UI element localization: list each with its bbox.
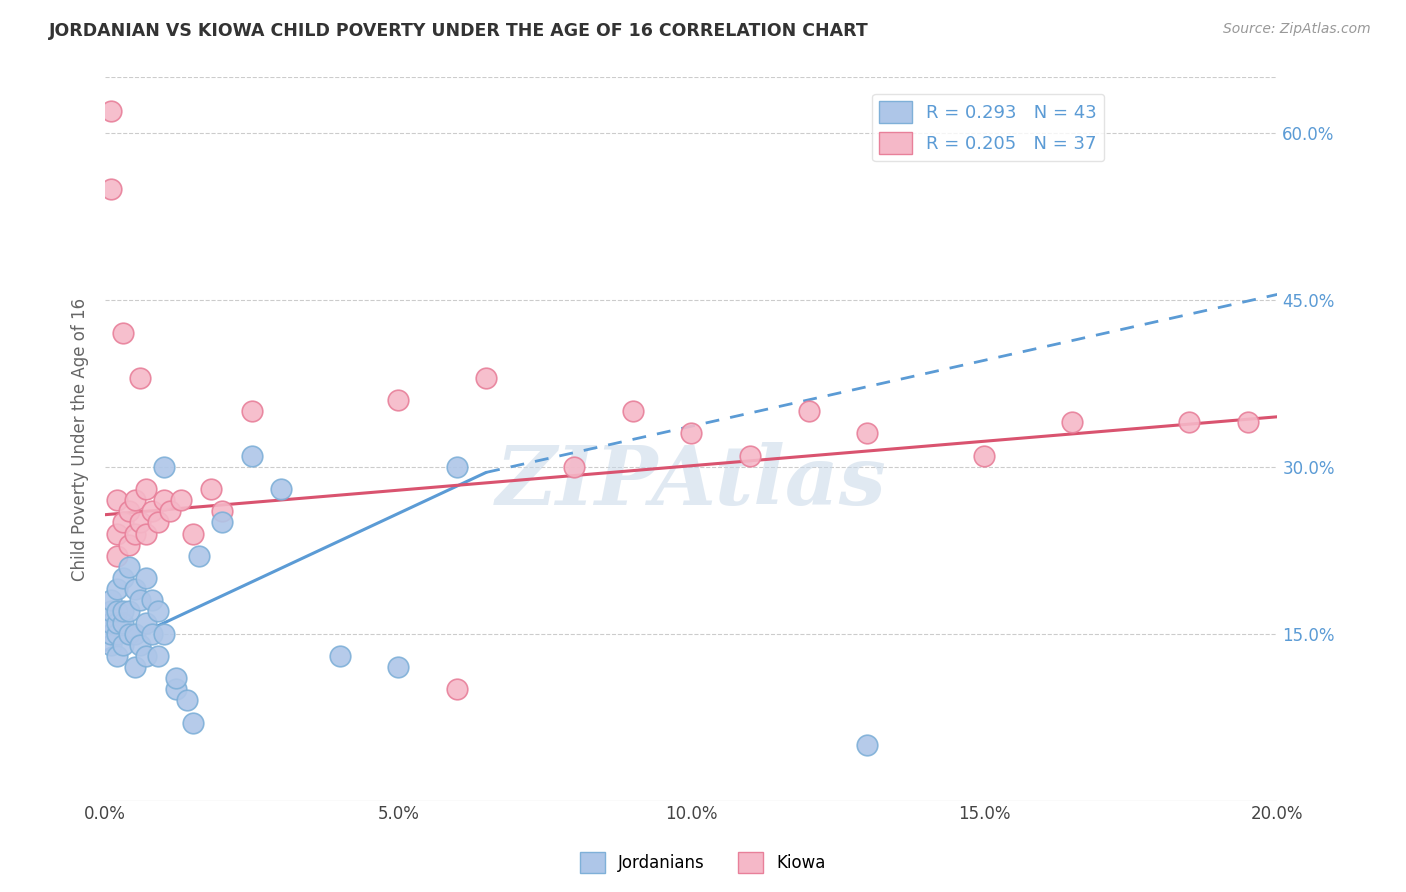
Point: [111, 516, 134, 530]
Point: [118, 560, 141, 574]
Point: [681, 426, 703, 441]
Point: [973, 449, 995, 463]
Point: [211, 504, 233, 518]
Legend: Jordanians, Kiowa: Jordanians, Kiowa: [574, 846, 832, 880]
Point: [146, 605, 169, 619]
Point: [129, 638, 152, 652]
Point: [118, 626, 141, 640]
Point: [100, 605, 122, 619]
Point: [111, 571, 134, 585]
Point: [105, 526, 128, 541]
Point: [200, 482, 222, 496]
Point: [124, 626, 146, 640]
Point: [181, 715, 204, 730]
Point: [111, 605, 134, 619]
Point: [446, 459, 468, 474]
Point: [100, 182, 122, 196]
Point: [141, 504, 163, 518]
Point: [124, 493, 146, 508]
Point: [153, 493, 176, 508]
Point: [118, 504, 141, 518]
Text: JORDANIAN VS KIOWA CHILD POVERTY UNDER THE AGE OF 16 CORRELATION CHART: JORDANIAN VS KIOWA CHILD POVERTY UNDER T…: [49, 22, 869, 40]
Point: [111, 326, 134, 341]
Point: [135, 648, 157, 663]
Point: [135, 571, 157, 585]
Point: [129, 516, 152, 530]
Text: Source: ZipAtlas.com: Source: ZipAtlas.com: [1223, 22, 1371, 37]
Point: [856, 738, 879, 752]
Point: [105, 493, 128, 508]
Point: [111, 638, 134, 652]
Point: [1062, 415, 1084, 429]
Point: [135, 526, 157, 541]
Point: [446, 682, 468, 697]
Y-axis label: Child Poverty Under the Age of 16: Child Poverty Under the Age of 16: [72, 297, 89, 581]
Point: [124, 660, 146, 674]
Point: [797, 404, 820, 418]
Point: [387, 660, 409, 674]
Point: [105, 549, 128, 563]
Point: [100, 593, 122, 607]
Point: [738, 449, 761, 463]
Point: [129, 593, 152, 607]
Point: [146, 516, 169, 530]
Point: [124, 582, 146, 597]
Point: [100, 638, 122, 652]
Point: [105, 605, 128, 619]
Point: [105, 626, 128, 640]
Point: [118, 605, 141, 619]
Point: [105, 582, 128, 597]
Point: [176, 693, 198, 707]
Point: [621, 404, 644, 418]
Point: [170, 493, 193, 508]
Point: [165, 682, 187, 697]
Point: [153, 459, 176, 474]
Point: [118, 538, 141, 552]
Legend: R = 0.293   N = 43, R = 0.205   N = 37: R = 0.293 N = 43, R = 0.205 N = 37: [872, 94, 1104, 161]
Point: [211, 516, 233, 530]
Point: [387, 393, 409, 408]
Point: [475, 371, 498, 385]
Point: [105, 648, 128, 663]
Point: [100, 615, 122, 630]
Point: [562, 459, 585, 474]
Point: [141, 626, 163, 640]
Point: [153, 626, 176, 640]
Point: [159, 504, 181, 518]
Point: [129, 371, 152, 385]
Point: [856, 426, 879, 441]
Point: [240, 449, 263, 463]
Point: [135, 482, 157, 496]
Point: [240, 404, 263, 418]
Point: [100, 626, 122, 640]
Point: [1178, 415, 1201, 429]
Point: [105, 615, 128, 630]
Point: [100, 103, 122, 118]
Point: [141, 593, 163, 607]
Point: [111, 615, 134, 630]
Text: ZIPAtlas: ZIPAtlas: [496, 442, 887, 523]
Point: [1237, 415, 1260, 429]
Point: [135, 615, 157, 630]
Point: [146, 648, 169, 663]
Point: [181, 526, 204, 541]
Point: [270, 482, 292, 496]
Point: [329, 648, 352, 663]
Point: [188, 549, 211, 563]
Point: [124, 526, 146, 541]
Point: [165, 671, 187, 685]
